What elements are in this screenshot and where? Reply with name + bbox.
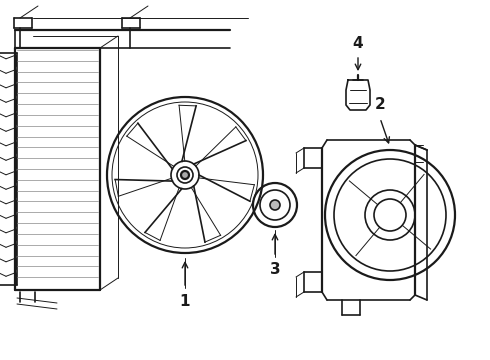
Text: 2: 2 [375, 96, 385, 112]
Text: 4: 4 [353, 36, 363, 50]
Circle shape [181, 171, 189, 179]
Circle shape [270, 200, 280, 210]
Text: 3: 3 [270, 262, 280, 278]
Text: 1: 1 [180, 293, 190, 309]
